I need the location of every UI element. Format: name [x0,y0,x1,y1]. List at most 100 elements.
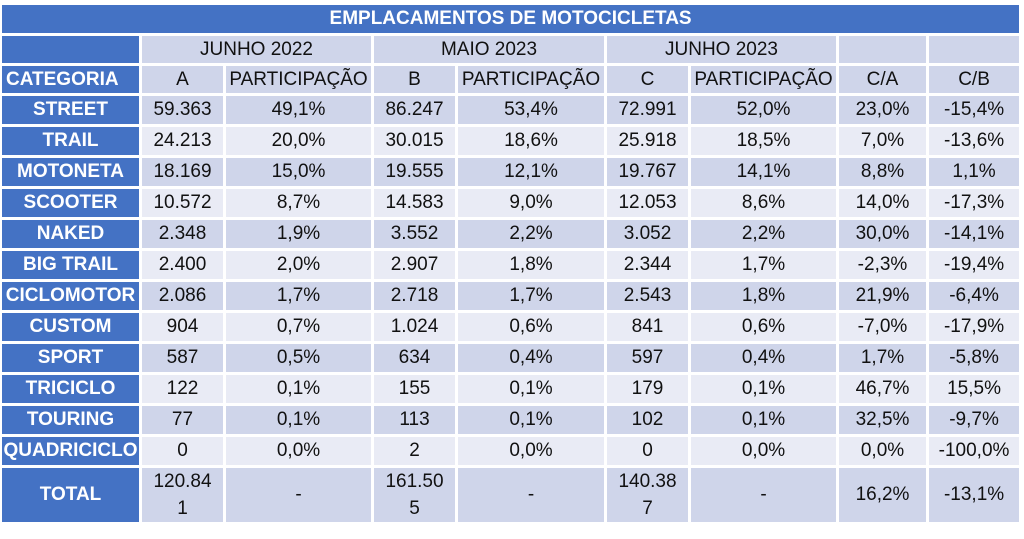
value-cell-pa: 49,1% [226,96,374,127]
total-pa: - [226,468,374,525]
value-cell-b: 2.718 [374,282,458,313]
value-cell-pb: 18,6% [458,127,607,158]
value-cell-pa: 1,9% [226,220,374,251]
period-header-jun-2023: JUNHO 2023 [607,36,839,66]
value-cell-a: 587 [142,344,226,375]
value-cell-a: 10.572 [142,189,226,220]
value-cell-pa: 0,1% [226,406,374,437]
value-cell-pc: 0,1% [691,375,839,406]
column-header-c-over-b: C/B [929,66,1020,96]
value-cell-pc: 0,0% [691,437,839,468]
value-cell-cb: -15,4% [929,96,1020,127]
value-cell-c: 72.991 [607,96,691,127]
category-cell: NAKED [2,220,142,251]
value-cell-ca: 23,0% [839,96,929,127]
value-cell-ca: 21,9% [839,282,929,313]
total-cb: -13,1% [929,468,1020,525]
value-cell-a: 18.169 [142,158,226,189]
value-cell-pb: 2,2% [458,220,607,251]
column-header-a: A [142,66,226,96]
total-row: TOTAL 120.84 1-161.50 5-140.38 7-16,2% -13,1% [2,468,1020,525]
table-row: NAKED 2.348 1,9% 3.552 2,2% 3.052 2,2% 30,0% -14… [2,220,1020,251]
value-cell-a: 77 [142,406,226,437]
value-cell-a: 2.348 [142,220,226,251]
value-cell-c: 3.052 [607,220,691,251]
total-pc: - [691,468,839,525]
value-cell-ca: 14,0% [839,189,929,220]
value-cell-cb: -6,4% [929,282,1020,313]
total-a-line1: 120.84 [153,471,212,492]
value-cell-pb: 0,0% [458,437,607,468]
value-cell-pa: 0,5% [226,344,374,375]
value-cell-cb: 1,1% [929,158,1020,189]
value-cell-cb: -17,3% [929,189,1020,220]
value-cell-cb: -9,7% [929,406,1020,437]
value-cell-c: 25.918 [607,127,691,158]
value-cell-c: 19.767 [607,158,691,189]
value-cell-pa: 2,0% [226,251,374,282]
value-cell-pc: 2,2% [691,220,839,251]
value-cell-cb: -5,8% [929,344,1020,375]
value-cell-pc: 14,1% [691,158,839,189]
table-row: BIG TRAIL 2.400 2,0% 2.907 1,8% 2.344 1,7% -2,3… [2,251,1020,282]
value-cell-pc: 8,6% [691,189,839,220]
table-row: QUADRICICLO 0 0,0% 2 0,0% 0 0,0% 0,0% -100,0% [2,437,1020,468]
value-cell-a: 2.400 [142,251,226,282]
value-cell-cb: -13,6% [929,127,1020,158]
value-cell-ca: 30,0% [839,220,929,251]
total-a: 120.84 1 [142,468,226,525]
value-cell-pb: 1,8% [458,251,607,282]
value-cell-pc: 0,4% [691,344,839,375]
value-cell-pb: 0,1% [458,375,607,406]
value-cell-pb: 12,1% [458,158,607,189]
value-cell-a: 2.086 [142,282,226,313]
total-c-line2: 7 [642,498,653,519]
table-row: STREET 59.363 49,1% 86.247 53,4% 72.991 52,0% 2… [2,96,1020,127]
total-pb: - [458,468,607,525]
column-header-c: C [607,66,691,96]
table-row: MOTONETA 18.169 15,0% 19.555 12,1% 19.767 14,1… [2,158,1020,189]
value-cell-pa: 0,1% [226,375,374,406]
value-cell-cb: -100,0% [929,437,1020,468]
value-cell-b: 634 [374,344,458,375]
value-cell-pc: 1,7% [691,251,839,282]
value-cell-ca: -2,3% [839,251,929,282]
value-cell-pa: 0,0% [226,437,374,468]
table-row: TRAIL 24.213 20,0% 30.015 18,6% 25.918 18,5% 7,… [2,127,1020,158]
value-cell-a: 59.363 [142,96,226,127]
value-cell-c: 597 [607,344,691,375]
column-header-participacao-b: PARTICIPAÇÃO [458,66,607,96]
period-header-jun-2022: JUNHO 2022 [142,36,374,66]
category-cell: STREET [2,96,142,127]
value-cell-cb: -17,9% [929,313,1020,344]
value-cell-ca: 46,7% [839,375,929,406]
value-cell-cb: -19,4% [929,251,1020,282]
category-cell: TOURING [2,406,142,437]
value-cell-pb: 1,7% [458,282,607,313]
value-cell-pb: 0,1% [458,406,607,437]
category-cell: SPORT [2,344,142,375]
value-cell-cb: 15,5% [929,375,1020,406]
table-row: CICLOMOTOR 2.086 1,7% 2.718 1,7% 2.543 1,8% 21,… [2,282,1020,313]
column-header-categoria: CATEGORIA [2,66,142,96]
value-cell-ca: 32,5% [839,406,929,437]
value-cell-pb: 53,4% [458,96,607,127]
value-cell-ca: -7,0% [839,313,929,344]
motorcycle-registrations-table: EMPLACAMENTOS DE MOTOCICLETAS JUNHO 2022… [2,5,1020,525]
value-cell-a: 904 [142,313,226,344]
value-cell-cb: -14,1% [929,220,1020,251]
value-cell-b: 155 [374,375,458,406]
column-header-b: B [374,66,458,96]
value-cell-pc: 18,5% [691,127,839,158]
value-cell-ca: 1,7% [839,344,929,375]
header-blank [2,36,142,66]
value-cell-b: 113 [374,406,458,437]
value-cell-b: 1.024 [374,313,458,344]
value-cell-pb: 9,0% [458,189,607,220]
value-cell-pa: 8,7% [226,189,374,220]
value-cell-a: 24.213 [142,127,226,158]
category-cell: SCOOTER [2,189,142,220]
value-cell-pc: 1,8% [691,282,839,313]
table-container: EMPLACAMENTOS DE MOTOCICLETAS JUNHO 2022… [2,5,1020,525]
value-cell-b: 3.552 [374,220,458,251]
